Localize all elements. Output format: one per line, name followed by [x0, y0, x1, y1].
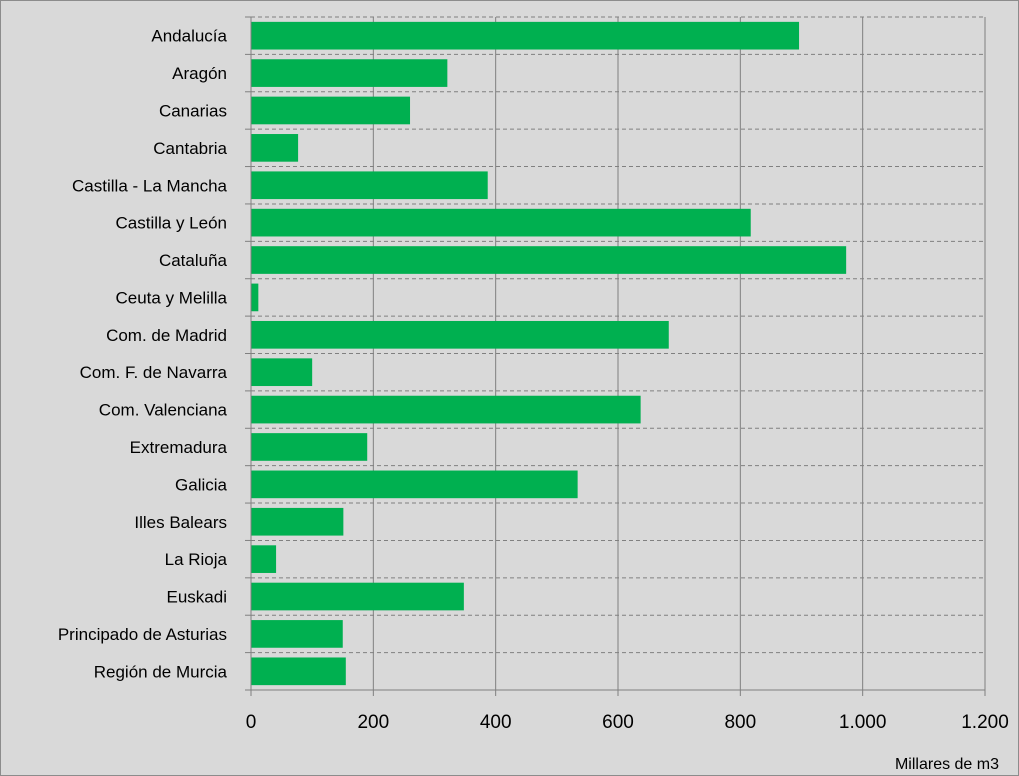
bar	[251, 620, 343, 648]
bar	[251, 358, 313, 387]
bar	[251, 134, 299, 162]
x-tick-label: 200	[357, 712, 389, 733]
category-label: Ceuta y Melilla	[116, 288, 228, 307]
category-label: Com. Valenciana	[99, 401, 228, 420]
category-label: Galicia	[175, 475, 228, 494]
x-tick-label: 1.200	[961, 712, 1009, 733]
bar	[251, 96, 411, 125]
x-tick-label: 0	[246, 712, 257, 733]
bar	[251, 208, 751, 237]
bar	[251, 395, 641, 424]
bar	[251, 433, 368, 461]
x-tick-label: 800	[724, 712, 756, 733]
bar	[251, 246, 847, 274]
category-label: Principado de Asturias	[58, 625, 227, 644]
bar	[251, 320, 669, 349]
category-label: La Rioja	[165, 550, 228, 569]
category-label: Euskadi	[167, 588, 227, 607]
category-label: Extremadura	[130, 438, 228, 457]
bar	[251, 283, 259, 312]
x-tick-label: 1.000	[839, 712, 887, 733]
bar	[251, 171, 488, 200]
category-labels: Andalucía Aragón Canarias Cantabria Castilla…	[58, 27, 228, 682]
category-label: Castilla y León	[115, 214, 227, 233]
category-label: Com. de Madrid	[106, 326, 227, 345]
category-label: Aragón	[172, 64, 227, 83]
x-tick-label: 600	[602, 712, 634, 733]
category-label: Canarias	[159, 101, 227, 120]
category-label: Región de Murcia	[94, 662, 228, 681]
bars	[251, 21, 847, 686]
bar	[251, 470, 578, 499]
category-label: Cantabria	[153, 139, 227, 158]
x-tick-label: 400	[480, 712, 512, 733]
category-label: Castilla - La Mancha	[72, 176, 228, 195]
bar	[251, 507, 344, 536]
category-label: Com. F. de Navarra	[80, 363, 228, 382]
bar	[251, 21, 800, 50]
grid-lines	[251, 16, 986, 690]
x-axis-title: Millares de m3	[895, 756, 999, 773]
category-label: Illes Balears	[134, 513, 227, 532]
bar	[251, 657, 346, 686]
bar	[251, 545, 277, 573]
axes	[245, 16, 986, 696]
bar	[251, 59, 448, 87]
category-label: Andalucía	[151, 27, 227, 46]
bar	[251, 582, 464, 611]
x-tick-labels: 0 200 400 600 800 1.000 1.200	[246, 712, 1009, 733]
category-label: Cataluña	[159, 251, 228, 270]
